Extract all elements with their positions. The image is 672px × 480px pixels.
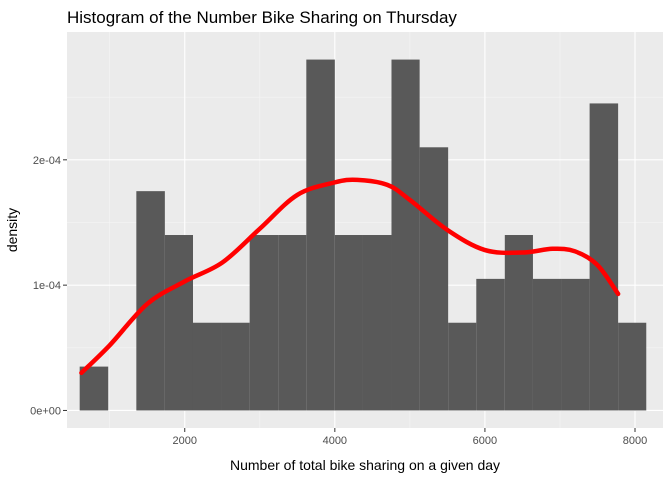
y-tick-label: 2e-04 bbox=[33, 155, 61, 167]
histogram-bar-4 bbox=[192, 322, 222, 411]
histogram-bar-14 bbox=[476, 278, 505, 411]
histogram-bar-9 bbox=[334, 235, 363, 411]
x-tick-label: 6000 bbox=[473, 435, 497, 447]
x-axis: 2000 4000 6000 8000 bbox=[173, 428, 647, 447]
x-tick-label: 2000 bbox=[173, 435, 197, 447]
histogram-bar-17 bbox=[561, 278, 590, 411]
histogram-bar-11 bbox=[391, 59, 420, 411]
histogram-bar-6 bbox=[249, 235, 279, 411]
histogram-bars bbox=[79, 59, 647, 411]
x-tick-label: 8000 bbox=[623, 435, 647, 447]
histogram-bar-12 bbox=[419, 147, 449, 411]
y-axis-title: density bbox=[4, 208, 20, 252]
y-tick-label: 1e-04 bbox=[33, 280, 61, 292]
y-axis: 0e+00 1e-04 2e-04 bbox=[30, 155, 67, 417]
histogram-bar-3 bbox=[164, 235, 193, 411]
histogram-bar-7 bbox=[278, 235, 307, 411]
histogram-bar-8 bbox=[306, 59, 335, 411]
histogram-bar-13 bbox=[448, 322, 477, 411]
histogram-bar-19 bbox=[618, 322, 647, 411]
y-tick-label: 0e+00 bbox=[30, 405, 61, 417]
chart-title: Histogram of the Number Bike Sharing on … bbox=[67, 8, 457, 27]
x-tick-label: 4000 bbox=[323, 435, 347, 447]
histogram-bar-5 bbox=[221, 322, 250, 411]
histogram-bar-15 bbox=[504, 235, 533, 411]
histogram-bar-0 bbox=[79, 366, 109, 411]
histogram-bar-16 bbox=[532, 278, 562, 411]
histogram-bar-10 bbox=[362, 235, 392, 411]
density-curve-group bbox=[79, 177, 621, 376]
x-axis-title: Number of total bike sharing on a given … bbox=[230, 457, 500, 473]
histogram-bar-18 bbox=[589, 103, 619, 411]
density-curve bbox=[79, 177, 621, 376]
